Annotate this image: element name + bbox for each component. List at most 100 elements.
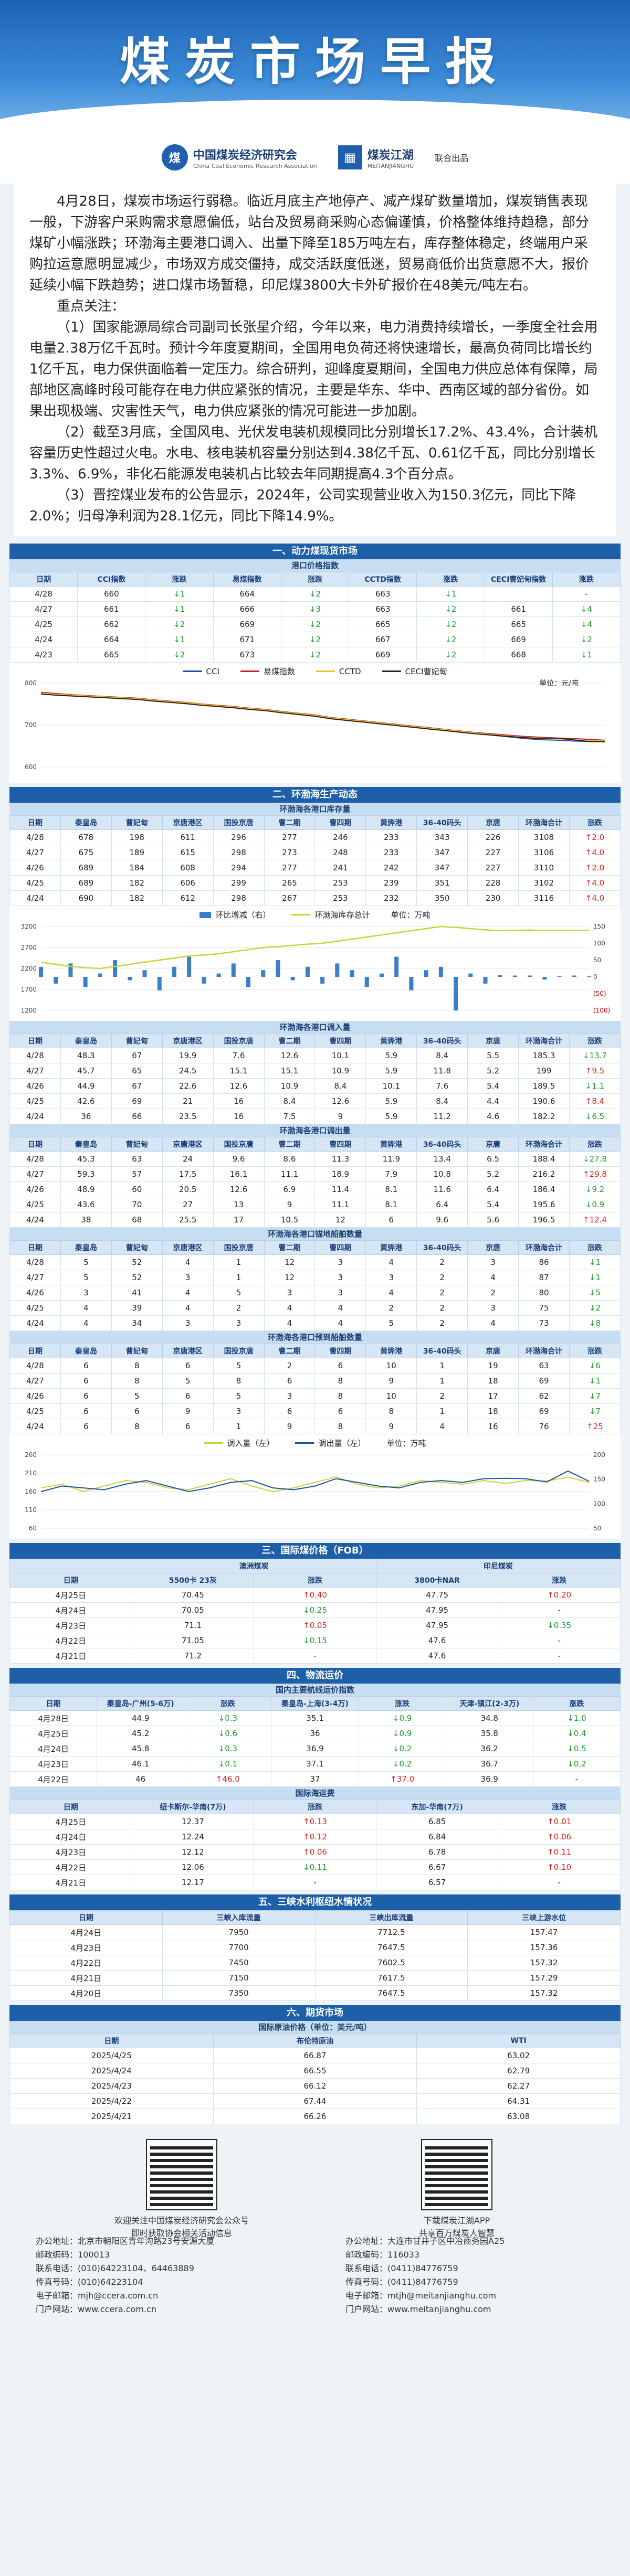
table-cell: 4/27: [9, 601, 78, 617]
table-cell: 5: [162, 1373, 214, 1389]
table-cell: 4/26: [9, 1078, 61, 1094]
y-tick-label: 1200: [20, 1007, 37, 1014]
table-cell: 10.9: [264, 1078, 316, 1094]
column-header: CECI曹妃甸指数: [484, 572, 553, 587]
table-row: 4月25日 45.2 ↓0.6 36 ↓0.9 35.8 ↓0.4: [9, 1726, 621, 1741]
table-cell: 4月25日: [9, 1814, 132, 1829]
table-cell: 5.9: [365, 1048, 417, 1063]
table-cell: 689: [60, 860, 112, 876]
table-cell: 4月23日: [9, 1617, 132, 1633]
table-row: 4/24 6 8 6 1 9 8 9 4 16 76 ↑25: [9, 1419, 621, 1434]
table-cell: ↓0.15: [254, 1633, 376, 1648]
change-bar: [83, 977, 88, 987]
table-cell: 70.05: [131, 1602, 255, 1618]
table-row: 2025/4/24 66.55 62.79: [9, 2063, 621, 2079]
column-header: 国投京唐: [213, 1137, 265, 1152]
table-cell: 661: [77, 601, 146, 617]
table-cell: 6.67: [375, 1859, 499, 1875]
legend-inflow: 调入量（左）: [204, 1438, 274, 1449]
section-logistics: 四、物流运价 国内主要航线运价指数 日期 秦皇岛-广州(5-6万) 涨跌 秦皇岛-上海…: [9, 1668, 621, 1890]
table-row: 4/26 6 5 6 5 3 8 10 2 17 62 ↓7: [9, 1388, 621, 1404]
column-header: 秦皇岛: [60, 815, 112, 830]
column-header: 日期: [9, 1034, 61, 1048]
table-row: 4/27 661 ↓1 666 ↓3 663 ↓2 661 ↓4: [9, 601, 621, 617]
column-header: 曹四期: [314, 1137, 366, 1152]
table-cell: 1: [213, 1419, 265, 1434]
table-cell: ↓4: [552, 601, 621, 617]
table-cell: 3: [264, 1388, 316, 1404]
contact-line: 电子邮箱：mjh@ccera.com.cn: [36, 2291, 159, 2301]
column-header: 日期: [9, 1573, 132, 1588]
column-header: 日期: [9, 1240, 61, 1255]
domestic-freight-table: 日期 秦皇岛-广州(5-6万) 涨跌 秦皇岛-上海(3-4万) 涨跌 天津-镇江(2-3万…: [9, 1696, 621, 1787]
y2-tick-label: (100): [593, 1007, 610, 1014]
series-line-3: [40, 693, 605, 742]
table-cell: 4月22日: [9, 1955, 163, 1971]
y2-tick-label: 100: [593, 1500, 605, 1507]
table-cell: 1: [213, 1270, 265, 1285]
table-cell: 8.4: [416, 1048, 468, 1063]
table-cell: 182: [111, 890, 163, 906]
table-cell: 45.3: [60, 1151, 112, 1167]
table-cell: 2: [416, 1300, 468, 1316]
table-cell: ↓2: [280, 632, 350, 647]
table-cell: 87: [518, 1270, 570, 1285]
table-cell: 7150: [162, 1970, 316, 1986]
table-cell: 3: [365, 1270, 417, 1285]
column-header: 京唐港区: [162, 1344, 214, 1358]
chart-unit: 单位：万吨: [386, 1439, 426, 1448]
column-header: 曹妃甸: [111, 1034, 163, 1048]
table-cell: 157.29: [467, 1970, 621, 1986]
table-cell: 4/28: [9, 1254, 61, 1270]
chart-unit: 单位：元/吨: [539, 679, 579, 688]
column-header: 日期: [9, 2034, 214, 2048]
focus-item-3: （3）晋控煤业发布的公告显示，2024年，公司实现营业收入为150.3亿元，同比…: [29, 487, 576, 524]
table-cell: ↓1: [145, 601, 214, 617]
y-tick-label: 260: [25, 1451, 37, 1459]
change-bar: [216, 973, 221, 977]
table-cell: ↓2: [145, 616, 214, 632]
table-row: 4月22日 71.05 ↓0.15 47.6-: [9, 1633, 621, 1648]
table-cell: 669: [213, 616, 281, 632]
qr-code-icon[interactable]: [421, 2139, 492, 2210]
table-cell: 4/27: [9, 1373, 61, 1389]
table-cell: 12.6: [213, 1078, 265, 1094]
table-cell: ↓0.2: [532, 1756, 621, 1772]
table-cell: 6.57: [375, 1875, 499, 1890]
qr-code-icon[interactable]: [146, 2139, 217, 2210]
table-cell: 671: [213, 632, 281, 647]
table-cell: 4/28: [9, 586, 78, 602]
column-header: 国投京唐: [213, 1240, 265, 1255]
table-row: 4月22日 46 ↑46.0 37 ↑37.0 36.9-: [9, 1771, 621, 1787]
table-cell: ↓0.6: [184, 1726, 272, 1741]
table-row: 4月24日 45.8 ↓0.3 36.9 ↓0.2 36.2 ↓0.5: [9, 1741, 621, 1757]
table-cell: 12.6: [314, 1093, 366, 1109]
table-cell: 4/27: [9, 1270, 61, 1285]
section-three-gorges: 五、三峡水利枢纽水情状况 日期 三峡入库流量 三峡出库流量 三峡上游水位 4月24日 7…: [9, 1894, 621, 2001]
change-bar: [231, 963, 236, 977]
table-cell: 4月21日: [9, 1875, 132, 1890]
chart-unit: 单位：万吨: [391, 910, 430, 920]
table-cell: 52: [111, 1254, 163, 1270]
subsection-band: 环渤海各港口预到船舶数量: [9, 1331, 621, 1344]
table-cell: 8.1: [365, 1181, 417, 1197]
subsection-band: 环渤海各港口锚地船舶数量: [9, 1228, 621, 1240]
column-header: 5500卡 23灰: [131, 1573, 255, 1588]
table-cell: 62.27: [416, 2078, 621, 2094]
table-cell: 4/25: [9, 1093, 61, 1109]
table-row: 4/28 5 52 4 1 12 3 4 2 3 86 ↓1: [9, 1254, 621, 1270]
table-cell: 663: [349, 586, 417, 602]
table-cell: ↓6.5: [569, 1109, 621, 1124]
table-cell: 182.2: [518, 1109, 570, 1124]
coop-label: 联合出品: [435, 153, 469, 163]
table-cell: 9: [264, 1197, 316, 1212]
column-header: 曹二期: [264, 1344, 316, 1358]
table-cell: 67.44: [213, 2093, 417, 2109]
table-cell: 6.4: [416, 1197, 468, 1212]
contact-line: 传真号码：(0411)84776759: [345, 2277, 458, 2287]
table-cell: 36: [60, 1109, 112, 1124]
table-cell: 15.1: [213, 1063, 265, 1079]
table-cell: 2025/4/22: [9, 2093, 214, 2109]
y2-tick-label: (50): [593, 990, 606, 997]
subsection-band: 港口价格指数: [9, 559, 621, 572]
